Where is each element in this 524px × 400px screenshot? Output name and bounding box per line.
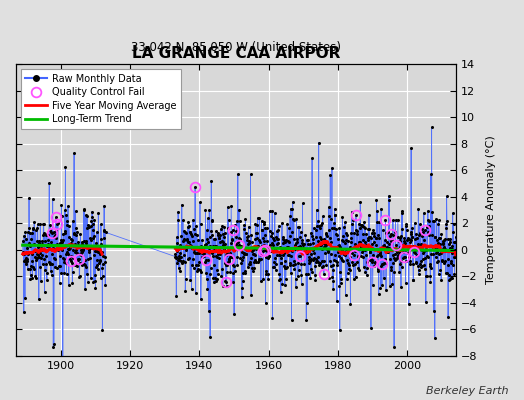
Title: LA GRANGE CAA AIRPOR: LA GRANGE CAA AIRPOR [132, 46, 340, 62]
Text: 33.042 N, 85.050 W (United States): 33.042 N, 85.050 W (United States) [131, 41, 341, 54]
Text: Berkeley Earth: Berkeley Earth [426, 386, 508, 396]
Legend: Raw Monthly Data, Quality Control Fail, Five Year Moving Average, Long-Term Tren: Raw Monthly Data, Quality Control Fail, … [20, 69, 181, 129]
Y-axis label: Temperature Anomaly (°C): Temperature Anomaly (°C) [486, 136, 496, 284]
